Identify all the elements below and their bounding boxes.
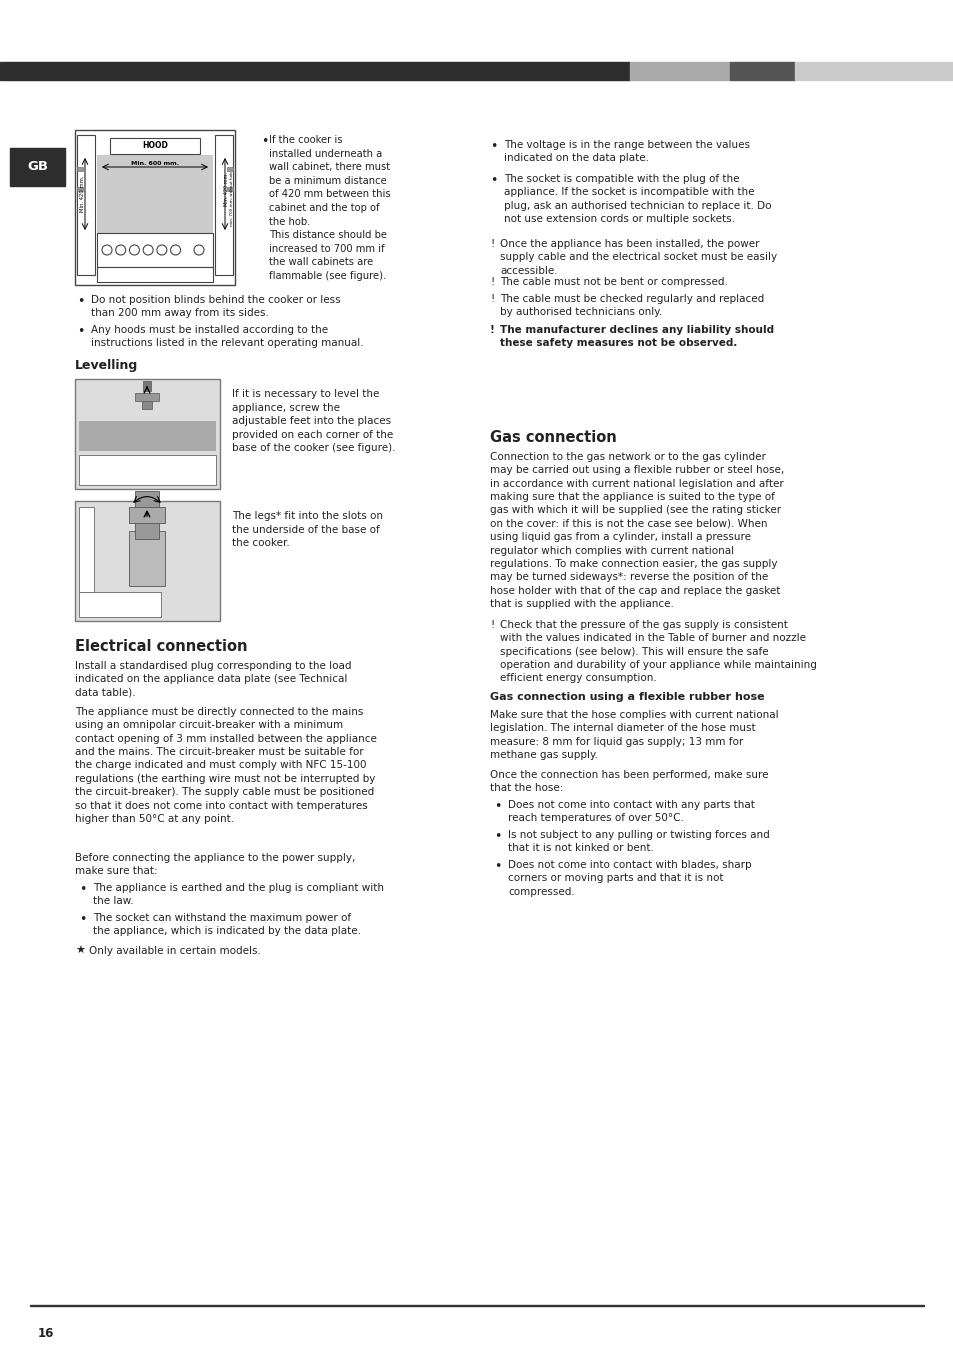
Bar bbox=[227, 186, 233, 190]
Text: •: • bbox=[494, 861, 501, 873]
Text: •: • bbox=[79, 913, 87, 925]
Text: The manufacturer declines any liability should
these safety measures not be obse: The manufacturer declines any liability … bbox=[499, 324, 773, 349]
Bar bbox=[794, 62, 953, 80]
Text: 16: 16 bbox=[38, 1327, 54, 1340]
Text: GB: GB bbox=[27, 161, 48, 173]
Text: Only available in certain models.: Only available in certain models. bbox=[89, 946, 260, 957]
Bar bbox=[129, 507, 165, 523]
Text: The cable must not be bent or compressed.: The cable must not be bent or compressed… bbox=[499, 277, 727, 286]
Text: If the cooker is
installed underneath a
wall cabinet, there must
be a minimum di: If the cooker is installed underneath a … bbox=[269, 135, 390, 281]
Text: Connection to the gas network or to the gas cylinder
may be carried out using a : Connection to the gas network or to the … bbox=[490, 453, 783, 609]
Bar bbox=[77, 168, 83, 172]
Bar bbox=[629, 62, 729, 80]
Text: Make sure that the hose complies with current national
legislation. The internal: Make sure that the hose complies with cu… bbox=[490, 711, 778, 761]
Bar bbox=[97, 267, 213, 282]
Bar bbox=[729, 62, 794, 80]
Text: Do not position blinds behind the cooker or less
than 200 mm away from its sides: Do not position blinds behind the cooker… bbox=[91, 295, 340, 319]
Text: !: ! bbox=[490, 277, 494, 286]
Text: Check that the pressure of the gas supply is consistent
with the values indicate: Check that the pressure of the gas suppl… bbox=[499, 620, 816, 684]
Text: Does not come into contact with any parts that
reach temperatures of over 50°C.: Does not come into contact with any part… bbox=[507, 800, 754, 823]
Text: HOOD: HOOD bbox=[142, 142, 168, 150]
Text: ★: ★ bbox=[75, 946, 85, 957]
Bar bbox=[75, 501, 220, 621]
Text: Any hoods must be installed according to the
instructions listed in the relevant: Any hoods must be installed according to… bbox=[91, 326, 363, 349]
Text: Before connecting the appliance to the power supply,
make sure that:: Before connecting the appliance to the p… bbox=[75, 852, 355, 877]
Text: Min. 420 mm.: Min. 420 mm. bbox=[80, 176, 86, 212]
Text: •: • bbox=[490, 174, 497, 186]
Text: The legs* fit into the slots on
the underside of the base of
the cooker.: The legs* fit into the slots on the unde… bbox=[232, 511, 382, 549]
Text: •: • bbox=[79, 884, 87, 896]
Text: Min. 420 mm.: Min. 420 mm. bbox=[224, 172, 230, 205]
Bar bbox=[97, 155, 213, 232]
Bar bbox=[143, 381, 151, 390]
Text: !: ! bbox=[490, 239, 494, 249]
Bar bbox=[97, 232, 213, 267]
Text: •: • bbox=[77, 295, 84, 308]
Text: Gas connection using a flexible rubber hose: Gas connection using a flexible rubber h… bbox=[490, 692, 763, 703]
Bar bbox=[77, 186, 83, 190]
Bar bbox=[214, 135, 233, 276]
Bar bbox=[135, 490, 159, 539]
Bar bbox=[79, 455, 215, 485]
Bar bbox=[0, 62, 629, 80]
Text: •: • bbox=[77, 326, 84, 338]
Bar bbox=[75, 380, 220, 489]
Bar bbox=[10, 149, 65, 186]
Text: •: • bbox=[261, 135, 268, 149]
Text: Once the appliance has been installed, the power
supply cable and the electrical: Once the appliance has been installed, t… bbox=[499, 239, 777, 276]
Bar bbox=[75, 130, 234, 285]
Bar bbox=[135, 393, 159, 401]
Bar bbox=[79, 422, 215, 451]
Text: The appliance must be directly connected to the mains
using an omnipolar circuit: The appliance must be directly connected… bbox=[75, 707, 376, 824]
Text: The socket can withstand the maximum power of
the appliance, which is indicated : The socket can withstand the maximum pow… bbox=[92, 913, 360, 936]
Text: Min. 600 mm.: Min. 600 mm. bbox=[131, 161, 179, 166]
Text: Once the connection has been performed, make sure
that the hose:: Once the connection has been performed, … bbox=[490, 770, 768, 793]
Text: •: • bbox=[494, 800, 501, 813]
Text: The appliance is earthed and the plug is compliant with
the law.: The appliance is earthed and the plug is… bbox=[92, 884, 384, 907]
Text: !: ! bbox=[490, 620, 494, 630]
Bar bbox=[77, 135, 95, 276]
Text: Gas connection: Gas connection bbox=[490, 430, 616, 444]
Text: !: ! bbox=[490, 293, 494, 304]
Bar bbox=[79, 592, 161, 617]
Text: If it is necessary to level the
appliance, screw the
adjustable feet into the pl: If it is necessary to level the applianc… bbox=[232, 389, 395, 454]
Text: •: • bbox=[490, 141, 497, 153]
Text: min. 700 mm. without hob: min. 700 mm. without hob bbox=[230, 172, 233, 227]
Text: !: ! bbox=[490, 324, 495, 335]
Bar bbox=[142, 401, 152, 409]
Bar bbox=[110, 138, 200, 154]
Text: Install a standardised plug corresponding to the load
indicated on the appliance: Install a standardised plug correspondin… bbox=[75, 661, 351, 697]
Text: Does not come into contact with blades, sharp
corners or moving parts and that i: Does not come into contact with blades, … bbox=[507, 861, 751, 897]
Bar bbox=[79, 507, 94, 592]
Text: The voltage is in the range between the values
indicated on the data plate.: The voltage is in the range between the … bbox=[503, 141, 749, 163]
Text: Levelling: Levelling bbox=[75, 359, 138, 372]
Bar bbox=[227, 168, 233, 172]
Text: •: • bbox=[494, 830, 501, 843]
Bar bbox=[129, 531, 165, 586]
Text: Electrical connection: Electrical connection bbox=[75, 639, 247, 654]
Text: The cable must be checked regularly and replaced
by authorised technicians only.: The cable must be checked regularly and … bbox=[499, 293, 763, 317]
Text: The socket is compatible with the plug of the
appliance. If the socket is incomp: The socket is compatible with the plug o… bbox=[503, 174, 771, 224]
Text: Is not subject to any pulling or twisting forces and
that it is not kinked or be: Is not subject to any pulling or twistin… bbox=[507, 830, 769, 854]
